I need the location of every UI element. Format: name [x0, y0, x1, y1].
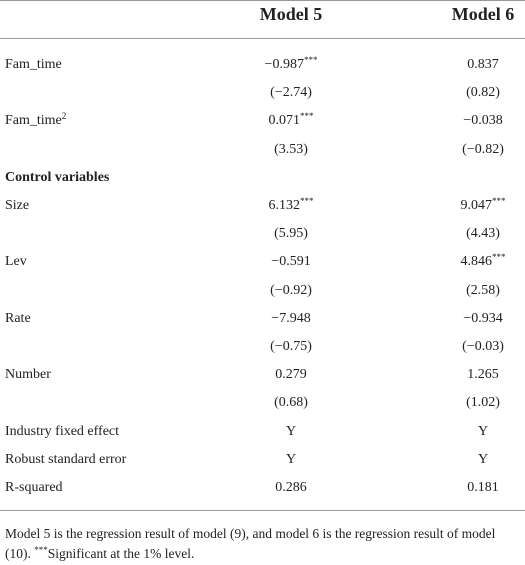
cell: (−2.74) [270, 85, 312, 101]
cell-value: −0.591 [271, 254, 311, 270]
cell: (−0.75) [270, 339, 312, 355]
label-text: Rate [5, 310, 31, 326]
cell: 1.265 [467, 367, 499, 383]
cell-value: (−0.03) [462, 339, 504, 354]
cell: Y [286, 452, 296, 468]
cell-value: (2.58) [466, 282, 500, 298]
cell: (−0.03) [462, 339, 504, 355]
label-text: Fam_time [5, 113, 62, 129]
cell-value: 0.837 [467, 57, 499, 72]
cell-value: 4.846 [460, 254, 493, 270]
significance: *** [300, 111, 314, 122]
cell-value: 1.265 [467, 367, 499, 383]
cell-value: (−2.74) [270, 85, 312, 101]
label-text: Fam_time [5, 57, 62, 72]
cell-value: 0.181 [467, 480, 499, 495]
cell-value: (−0.92) [270, 282, 312, 298]
row-label: Robust standard error [5, 452, 126, 468]
cell: 4.846*** [460, 252, 506, 270]
rule [0, 38, 525, 39]
cell-value: (0.82) [466, 85, 500, 101]
cell-value: 0.071 [268, 113, 301, 129]
cell: −0.987*** [264, 55, 318, 73]
cell: (−0.92) [270, 283, 312, 299]
cell: −0.591 [271, 254, 310, 270]
label-sup: 2 [61, 111, 67, 122]
cell: (2.58) [466, 283, 500, 299]
cell-value: (1.02) [466, 395, 500, 411]
row-label: Industry fixed effect [5, 424, 119, 440]
cell: (1.02) [466, 395, 500, 411]
cell-value: Y [477, 423, 489, 439]
cell: 6.132*** [268, 196, 314, 214]
cell: (3.53) [274, 142, 308, 158]
cell: −7.948 [271, 311, 310, 327]
cell-value: −7.948 [271, 310, 311, 326]
cell: 0.181 [467, 480, 499, 496]
label-text: Number [5, 367, 51, 383]
significance: *** [300, 196, 314, 206]
cell: (4.43) [466, 226, 500, 242]
rule [0, 510, 525, 511]
cell-value: Y [285, 451, 297, 467]
cell-value: Y [477, 451, 489, 467]
cell: Y [478, 452, 488, 468]
cell-value: (5.95) [274, 226, 308, 242]
cell-value: 0.286 [275, 480, 307, 495]
row-label: Lev [5, 254, 27, 270]
cell: 9.047*** [460, 196, 506, 214]
cell-value: −0.934 [463, 310, 503, 326]
cell: 0.286 [275, 480, 307, 496]
row-label: Size [5, 198, 29, 214]
label-text: Control variables [5, 169, 110, 185]
label-text: Lev [5, 254, 27, 270]
row-label: Fam_time2 [5, 111, 67, 129]
cell-value: 9.047 [460, 198, 493, 213]
cell: −0.934 [463, 311, 502, 327]
cell: 0.279 [275, 367, 307, 383]
cell-value: (0.68) [274, 395, 308, 411]
cell: −0.038 [463, 113, 502, 129]
label-text: R-squared [5, 480, 63, 495]
cell-value: (3.53) [274, 141, 308, 157]
row-label: Rate [5, 311, 31, 327]
cell: (−0.82) [462, 142, 504, 158]
cell-value: Y [285, 423, 297, 439]
cell: Y [286, 424, 296, 440]
cell: 0.837 [467, 57, 499, 73]
cell-value: (−0.75) [270, 339, 312, 354]
rule [0, 0, 525, 1]
label-text: Industry fixed effect [5, 423, 120, 439]
row-label: R-squared [5, 480, 63, 496]
cell: (5.95) [274, 226, 308, 242]
cell-value: −0.038 [463, 113, 503, 129]
cell: (0.68) [274, 395, 308, 411]
cell-value: 6.132 [268, 198, 301, 213]
cell-value: −0.987 [264, 57, 304, 72]
note-stars: *** [34, 545, 48, 555]
table-note: Model 5 is the regression result of mode… [5, 524, 520, 564]
label-text: Robust standard error [5, 451, 127, 467]
significance: *** [303, 55, 318, 65]
column-header: Model 6 [451, 4, 515, 24]
significance: *** [492, 252, 506, 263]
row-label: Control variables [5, 170, 109, 186]
significance: *** [492, 196, 506, 206]
row-label: Fam_time [5, 57, 62, 73]
cell-value: (−0.82) [462, 141, 504, 157]
label-text: Size [5, 198, 30, 213]
cell: Y [478, 424, 488, 440]
row-label: Number [5, 367, 51, 383]
column-header: Model 5 [259, 4, 323, 24]
note-text: Significant at the 1% level. [47, 546, 195, 561]
cell-value: (4.43) [466, 226, 500, 242]
cell-value: 0.279 [275, 367, 307, 383]
note-text: Model 5 is the regression result of mode… [5, 526, 496, 561]
cell: 0.071*** [268, 111, 314, 129]
cell: (0.82) [466, 85, 500, 101]
